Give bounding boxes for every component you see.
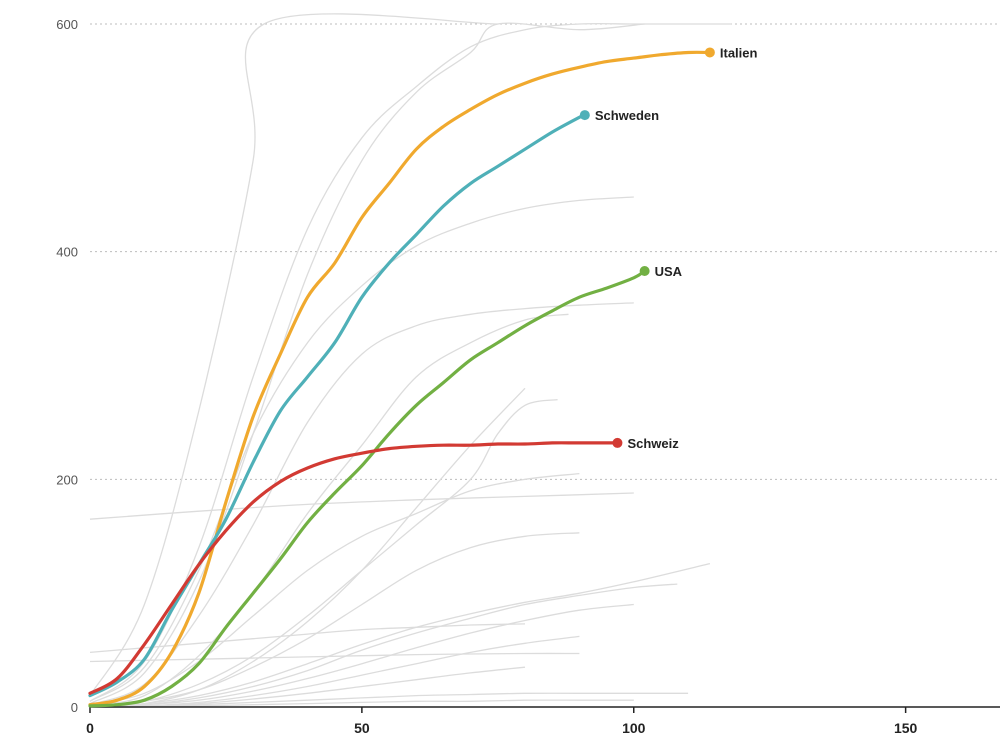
background-series-line xyxy=(89,472,580,706)
x-tick-label: 50 xyxy=(354,720,370,736)
series-end-dot-italien xyxy=(704,47,715,58)
background-series-line xyxy=(89,666,526,708)
x-tick-label: 150 xyxy=(894,720,918,736)
background-series-line xyxy=(89,583,678,708)
background-series-line xyxy=(89,302,634,706)
series-line-schweden xyxy=(88,113,587,698)
background-series-line xyxy=(89,699,634,708)
background-series-line xyxy=(89,22,732,702)
background-series-line xyxy=(89,22,645,705)
background-series-line xyxy=(89,387,526,708)
background-series-line xyxy=(89,623,526,654)
y-tick-label: 200 xyxy=(56,472,78,487)
x-tick-label: 100 xyxy=(622,720,646,736)
x-tick-label: 0 xyxy=(86,720,94,736)
series-end-dot-schweden xyxy=(579,110,590,121)
background-series-group xyxy=(89,13,732,708)
series-label-schweden: Schweden xyxy=(595,108,659,123)
series-end-dot-schweiz xyxy=(612,437,623,448)
axes: 0 200 400 600 0 50 100 150 xyxy=(56,17,1000,736)
series-line-italien xyxy=(88,50,712,707)
series-label-usa: USA xyxy=(655,264,683,279)
background-series-line xyxy=(89,492,634,520)
background-series-line xyxy=(89,652,580,663)
series-labels: Italien Schweden USA Schweiz xyxy=(595,45,758,450)
y-tick-label: 600 xyxy=(56,17,78,32)
y-tick-label: 400 xyxy=(56,245,78,260)
background-series-line xyxy=(89,196,634,702)
series-line-schweiz xyxy=(88,441,619,695)
background-series-line xyxy=(89,692,689,708)
y-tick-label: 0 xyxy=(71,700,78,715)
background-series-line xyxy=(89,313,569,707)
series-end-dot-usa xyxy=(639,266,650,277)
background-series-line xyxy=(89,603,634,708)
highlighted-series-group xyxy=(88,47,715,708)
series-label-italien: Italien xyxy=(720,45,758,60)
gridlines xyxy=(90,23,1000,480)
background-series-line xyxy=(89,532,580,708)
series-label-schweiz: Schweiz xyxy=(627,436,679,451)
background-series-line xyxy=(89,562,711,708)
series-line-usa xyxy=(88,269,647,708)
background-series-line xyxy=(89,13,498,696)
